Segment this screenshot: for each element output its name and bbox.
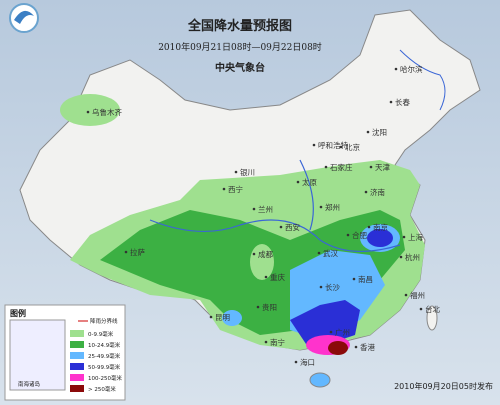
city-label: 西宁 <box>228 184 243 194</box>
city-dot <box>317 251 321 255</box>
city-dot <box>364 190 368 194</box>
city-dot <box>264 275 268 279</box>
city-dot <box>394 67 398 71</box>
river <box>149 159 401 252</box>
city-label: 银川 <box>240 168 255 177</box>
rain-area-light <box>60 94 120 126</box>
city-label: 太原 <box>302 177 317 187</box>
city-label: 长沙 <box>325 282 340 292</box>
city-label: 重庆 <box>270 272 285 282</box>
city-label: 南京 <box>373 222 388 232</box>
city-label: 天津 <box>375 163 390 172</box>
city-dot <box>389 100 393 104</box>
city-dot <box>252 207 256 211</box>
city-label: 南宁 <box>270 337 285 347</box>
city-label: 武汉 <box>323 248 338 258</box>
city-dot <box>369 165 373 169</box>
city-dot <box>222 187 226 191</box>
city-dot <box>256 305 260 309</box>
city-dot <box>264 340 268 344</box>
city-dot <box>367 225 371 229</box>
legend-label: 10-24.9毫米 <box>88 341 121 349</box>
city-dot <box>312 143 316 147</box>
rain-area-storm <box>367 229 393 247</box>
issuer: 中央气象台 <box>215 61 265 74</box>
city-label: 杭州 <box>405 252 420 262</box>
city-dot <box>296 180 300 184</box>
city-label: 哈尔滨 <box>400 64 423 74</box>
rain-area-extreme <box>328 341 348 355</box>
city-label: 贵阳 <box>262 302 277 312</box>
legend-label: 50-99.9毫米 <box>88 363 121 371</box>
legend-swatch <box>70 352 84 359</box>
city-dot <box>339 145 343 149</box>
city-label: 兰州 <box>258 204 273 214</box>
legend-label: 0-9.9毫米 <box>88 330 114 338</box>
title: 全国降水量预报图 <box>187 18 292 34</box>
city-dot <box>319 205 323 209</box>
city-label: 香港 <box>360 342 375 352</box>
city-label: 海口 <box>300 357 315 367</box>
city-label: 广州 <box>335 327 350 337</box>
legend-swatch <box>70 341 84 348</box>
city-label: 长春 <box>395 97 410 107</box>
city-label: 上海 <box>408 232 423 242</box>
city-label: 合肥 <box>352 230 367 240</box>
city-dot <box>234 170 238 174</box>
city-label: 呼和浩特 <box>318 140 348 150</box>
city-label: 济南 <box>370 187 385 197</box>
city-dot <box>399 255 403 259</box>
logo-mark <box>14 10 34 24</box>
city-dot <box>319 285 323 289</box>
rain-area-light <box>250 244 274 280</box>
legend-label: 25-49.9毫米 <box>88 352 121 360</box>
city-label: 北京 <box>345 142 360 152</box>
city-label: 台北 <box>425 304 440 314</box>
city-label: 昆明 <box>215 313 230 322</box>
city-dot <box>329 330 333 334</box>
city-dot <box>419 307 423 311</box>
city-dot <box>86 110 90 114</box>
city-dot <box>279 225 283 229</box>
city-dot <box>294 360 298 364</box>
island <box>309 372 331 388</box>
city-dot <box>324 165 328 169</box>
city-label: 南昌 <box>358 274 373 284</box>
city-label: 郑州 <box>325 202 340 212</box>
islands-inset <box>9 319 66 391</box>
legend-swatch <box>70 363 84 370</box>
city-label: 石家庄 <box>330 162 353 172</box>
island <box>426 305 438 331</box>
city-label: 沈阳 <box>372 127 387 137</box>
rain-area-heavy <box>222 310 242 326</box>
islands-label: 南海诸岛 <box>18 380 41 388</box>
city-label: 西安 <box>285 222 300 232</box>
legend-swatch <box>70 330 84 337</box>
city-label: 成都 <box>258 249 273 259</box>
legend-swatch <box>70 374 84 381</box>
legend-label: 100-250毫米 <box>88 374 122 382</box>
city-dot <box>124 250 128 254</box>
city-dot <box>404 293 408 297</box>
legend-swatch <box>70 385 84 392</box>
legend-label: > 250毫米 <box>88 385 116 393</box>
city-label: 拉萨 <box>130 247 145 257</box>
city-dot <box>352 277 356 281</box>
city-dot <box>346 233 350 237</box>
river <box>399 49 446 111</box>
city-dot <box>366 130 370 134</box>
footer: 2010年09月20日05时发布 <box>394 381 493 391</box>
city-dot <box>252 252 256 256</box>
city-dot <box>402 235 406 239</box>
city-dot <box>209 315 213 319</box>
period: 2010年09月21日08时—09月22日08时 <box>158 41 322 53</box>
city-label: 福州 <box>410 291 425 300</box>
city-dot <box>354 345 358 349</box>
legend-boundary: 降雨分界线 <box>90 317 118 325</box>
legend-title: 图例 <box>10 308 26 318</box>
city-label: 乌鲁木齐 <box>92 107 122 117</box>
